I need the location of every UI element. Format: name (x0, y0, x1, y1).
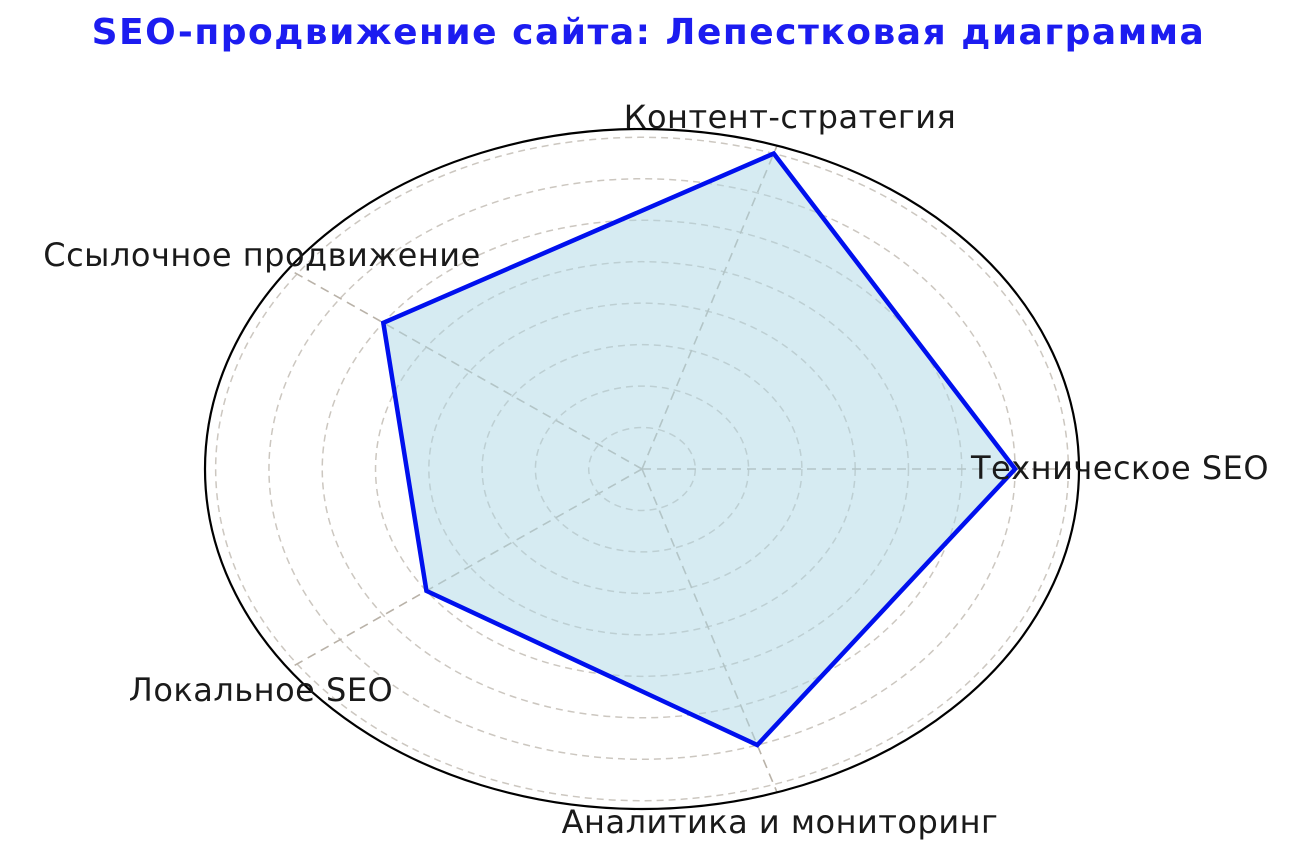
axis-label-link-building: Ссылочное продвижение (43, 236, 481, 274)
axis-label-content-strategy: Контент-стратегия (623, 98, 957, 136)
axis-label-technical-seo: Техническое SEO (970, 449, 1270, 487)
outer-spine (203, 127, 1081, 811)
chart-title: SEO-продвижение сайта: Лепестковая диагр… (91, 12, 1206, 53)
axis-label-analytics-monitoring: Аналитика и мониторинг (561, 803, 999, 841)
axis-label-local-seo: Локальное SEO (128, 671, 394, 709)
series-polygon (380, 150, 1018, 748)
